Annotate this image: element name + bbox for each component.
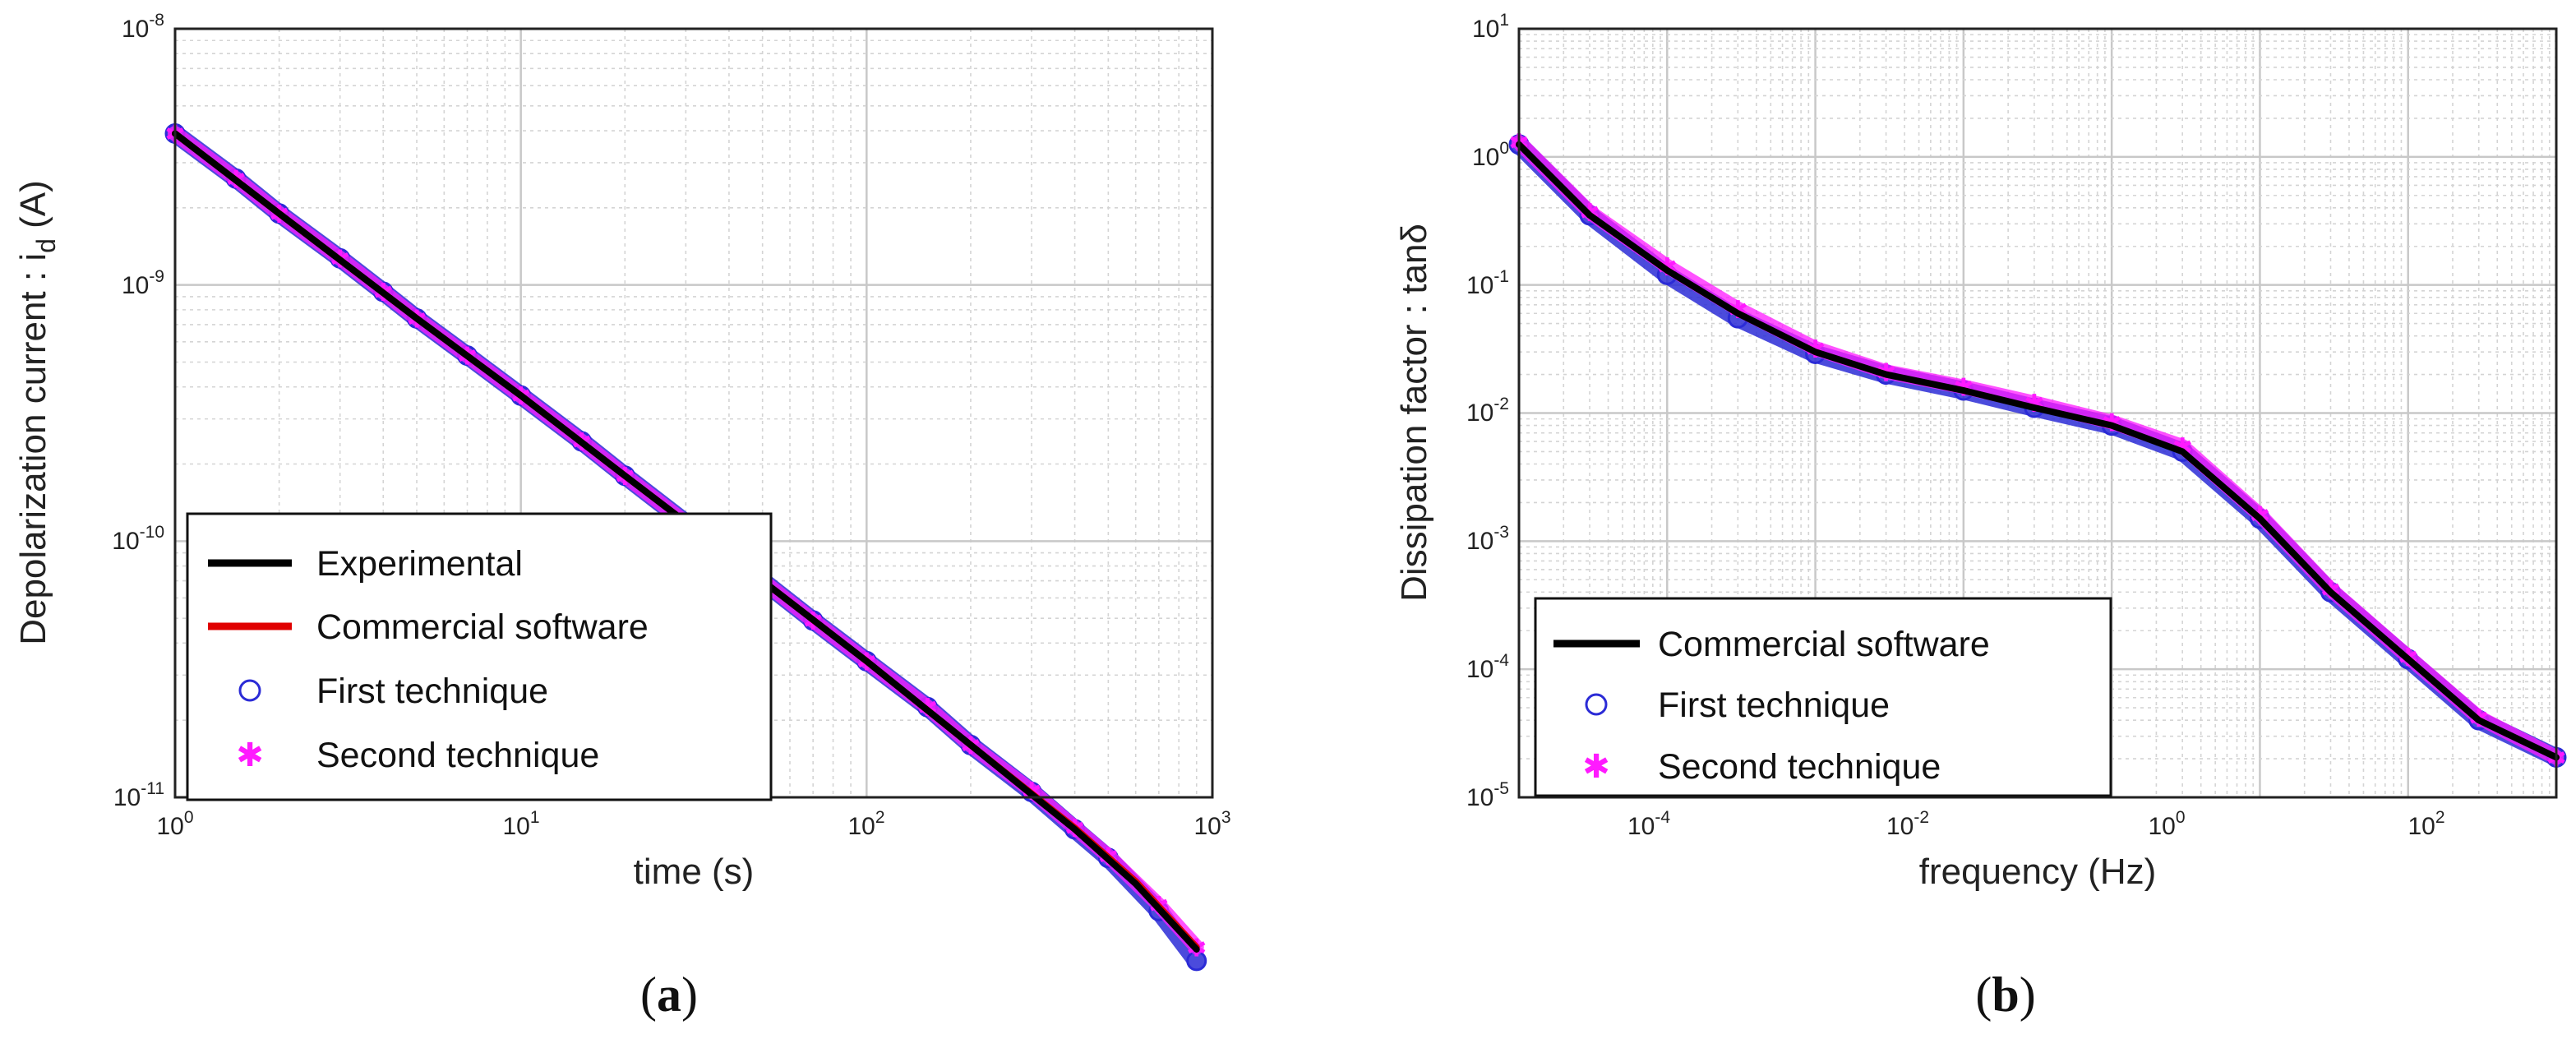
panel-b-plot-area: ✱✱✱✱✱✱✱✱✱✱✱✱✱✱✱ [1508,129,2566,773]
legend-b-marker-first [1585,693,1608,716]
panel-a-xtick-1: 101 [502,808,539,840]
panel-a-caption: (a) [640,967,698,1022]
panel-a-ylabel: Depolarization current : id (A) [13,180,61,645]
panel-b-ytick-5: 100 [1472,139,1509,171]
panel-b-ytick-6: 101 [1472,11,1509,43]
panel-b-legend: Commercial software First technique ✱ Se… [1534,597,2112,797]
panel-a-legend: Experimental Commercial software First t… [186,512,773,801]
panel-b-ytick-3: 10-2 [1466,395,1509,427]
panel-b-ytick-0: 10-5 [1466,779,1509,811]
panel-a-ytick-3: 10-8 [122,11,164,43]
panel-a-ytick-2: 10-9 [122,267,164,299]
legend-b-label-commercial: Commercial software [1658,625,1990,664]
panel-b-ytick-2: 10-3 [1466,523,1509,555]
panel-b-ytick-1: 10-4 [1466,651,1509,683]
panel-b-chart: ✱✱✱✱✱✱✱✱✱✱✱✱✱✱✱ 10-4 10-2 100 102 10-5 1… [1394,11,2567,1022]
panel-b-ytick-4: 10-1 [1466,267,1509,299]
panel-b-xtick-3: 102 [2407,808,2444,840]
series-commercial-software-line [1516,141,2560,761]
legend-label-second: Second technique [316,736,599,775]
legend-b-label-first: First technique [1658,686,1890,725]
panel-b-ylabel: Dissipation factor : tanδ [1394,224,1434,602]
legend-b-label-second: Second technique [1658,747,1941,787]
legend-label-commercial: Commercial software [316,607,649,647]
panel-a-xtick-0: 100 [156,808,193,840]
legend-label-first: First technique [316,672,548,711]
legend-b-marker-second: ✱ [1582,748,1610,786]
legend-marker-first [238,679,261,702]
panel-b-xtick-2: 100 [2148,808,2185,840]
panel-a-ytick-0: 10-11 [113,779,164,811]
legend-marker-second: ✱ [236,736,264,774]
panel-b-xtick-0: 10-4 [1627,808,1670,840]
panel-a-ytick-1: 10-10 [112,523,164,555]
panel-a-xtick-2: 102 [847,808,884,840]
panel-b-xtick-1: 10-2 [1886,808,1929,840]
panel-b-caption: (b) [1975,967,2035,1022]
panel-b-xlabel: frequency (Hz) [1919,852,2157,892]
panel-a-xtick-3: 103 [1193,808,1230,840]
panel-a-xlabel: time (s) [634,852,755,892]
legend-label-experimental: Experimental [316,544,523,584]
panel-b-axes-box [1517,27,2558,799]
